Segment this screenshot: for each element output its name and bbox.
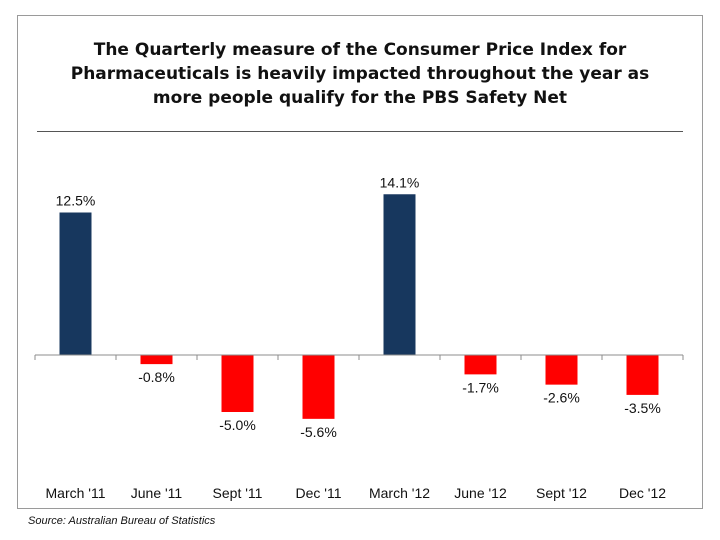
data-label-3: -5.0%: [219, 417, 256, 433]
x-tick-label-1: March '11: [46, 485, 106, 501]
x-tick-label-4: Dec '11: [296, 485, 342, 501]
data-label-8: -3.5%: [624, 400, 661, 416]
title-divider: [37, 131, 683, 132]
bar-7: [545, 355, 578, 385]
chart-title-line-2: Pharmaceuticals is heavily impacted thro…: [70, 64, 650, 84]
bar-4: [302, 355, 335, 419]
bar-5: [383, 194, 416, 355]
source-note: Source: Australian Bureau of Statistics: [28, 515, 216, 527]
data-label-7: -2.6%: [543, 390, 580, 406]
chart-title: The Quarterly measure of the Consumer Pr…: [20, 38, 700, 110]
data-label-2: -0.8%: [138, 369, 175, 385]
bar-3: [221, 355, 254, 412]
bar-2: [140, 355, 173, 365]
x-tick-label-7: Sept '12: [536, 485, 587, 501]
x-tick-label-5: March '12: [369, 485, 430, 501]
data-label-4: -5.6%: [300, 424, 337, 440]
chart-title-line-3: more people qualify for the PBS Safety N…: [152, 88, 568, 108]
data-label-6: -1.7%: [462, 379, 499, 395]
x-tick-label-8: Dec '12: [619, 485, 666, 501]
x-tick-label-3: Sept '11: [213, 485, 263, 501]
chart-frame: [17, 15, 703, 509]
data-label-1: 12.5%: [56, 193, 96, 209]
bar-1: [59, 212, 92, 355]
data-label-5: 14.1%: [380, 174, 420, 190]
chart-title-line-1: The Quarterly measure of the Consumer Pr…: [93, 40, 627, 60]
x-tick-label-6: June '12: [454, 485, 507, 501]
bar-8: [626, 355, 659, 395]
bar-6: [464, 355, 497, 375]
x-tick-label-2: June '11: [131, 485, 183, 501]
